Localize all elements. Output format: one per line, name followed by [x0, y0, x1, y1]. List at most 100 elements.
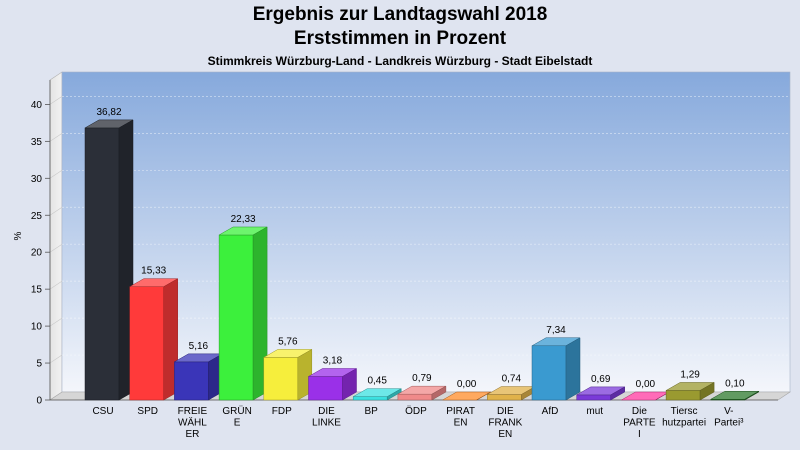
gridline-side: [49, 170, 63, 179]
category-label-line: WÄHL: [178, 417, 207, 429]
bar-4: [262, 349, 313, 401]
gridline-side: [49, 317, 63, 327]
bar-side: [431, 385, 447, 401]
y-tick-label: 30: [31, 174, 43, 185]
y-tick-label: 40: [31, 100, 43, 111]
bar-front: [308, 376, 343, 401]
category-label-line: Partei³: [714, 418, 744, 429]
bar-front: [487, 394, 522, 401]
bar-side: [744, 390, 760, 401]
value-label: 0,45: [367, 376, 387, 387]
bar-front: [352, 396, 388, 401]
chart-side-wall: [49, 71, 63, 401]
value-label: 0,00: [457, 379, 477, 390]
category-label-line: ÖDP: [405, 405, 427, 417]
category-label-line: LINKE: [312, 418, 341, 429]
value-label: 0,79: [412, 373, 432, 384]
category-label-line: hutzpartei: [662, 418, 706, 429]
bar-6: [352, 388, 403, 401]
gridline-side: [49, 243, 63, 253]
bar-3: [218, 226, 269, 401]
bar-9: [486, 386, 537, 401]
category-label-line: I: [638, 429, 641, 440]
gridline-side: [49, 96, 63, 105]
gridline-side: [49, 354, 63, 364]
bar-front: [129, 286, 164, 401]
bar-5: [307, 368, 358, 401]
bar-front: [174, 361, 209, 401]
category-label-line: mut: [586, 406, 603, 417]
category-label: PIRAT EN: [446, 406, 475, 429]
category-label-line: AfD: [542, 406, 559, 417]
category-label-line: FREIE: [178, 406, 208, 417]
bar-front: [263, 357, 299, 401]
category-label-line: V-: [724, 406, 733, 417]
value-label: 0,69: [591, 374, 611, 385]
value-label: 15,33: [141, 266, 166, 277]
y-tick-label: 35: [31, 137, 43, 148]
chart-back-wall: [61, 71, 791, 393]
category-label: AfD: [542, 406, 559, 417]
value-label: 5,16: [189, 341, 209, 352]
category-label-line: CSU: [92, 406, 113, 417]
y-tick-label: 5: [36, 359, 42, 370]
y-tick-label: 0: [36, 396, 42, 407]
bar-front: [531, 345, 567, 401]
category-label-line: Tiersc: [671, 406, 698, 417]
category-label: DIE LINKE: [312, 406, 341, 429]
gridline-side: [49, 280, 63, 290]
category-label: V-Partei³: [714, 406, 744, 429]
chart-title-line1: Ergebnis zur Landtagswahl 2018: [252, 4, 548, 25]
category-label-line: PIRAT: [446, 406, 475, 417]
category-label: DIE FRANK EN: [488, 406, 522, 440]
bar-front: [665, 390, 701, 401]
category-label: Tiersc hutzpartei: [662, 406, 706, 429]
category-label-line: FRANK: [488, 418, 522, 429]
category-label: Die PARTE I: [623, 406, 656, 440]
category-label-line: BP: [365, 406, 379, 417]
value-label: 0,74: [502, 374, 522, 385]
bar-10: [531, 337, 581, 401]
category-label-line: Die: [632, 406, 647, 417]
y-tick-label: 20: [31, 248, 43, 259]
y-tick-label: 25: [31, 211, 43, 222]
category-label-line: SPD: [137, 406, 158, 417]
y-axis-label: %: [13, 231, 24, 240]
y-tick-label: 10: [31, 322, 43, 333]
bar-front: [576, 394, 611, 401]
bar-8: [441, 391, 492, 401]
category-label: FREIE WÄHL ER: [178, 406, 208, 440]
category-label: GRÜN E: [222, 405, 251, 429]
bar-front: [397, 393, 433, 401]
category-label-line: EN: [454, 418, 468, 429]
value-label: 22,33: [231, 214, 256, 225]
bar-front: [84, 127, 120, 401]
category-label-line: FDP: [272, 406, 292, 417]
bar-2: [173, 353, 224, 401]
bar-1: [128, 278, 179, 401]
value-label: 0,00: [636, 379, 656, 390]
category-label-line: PARTE: [623, 418, 656, 429]
category-label-line: E: [234, 418, 241, 429]
bar-side: [565, 337, 581, 401]
bar-11: [575, 386, 626, 401]
bar-side: [610, 386, 625, 401]
gridline-side: [49, 207, 63, 216]
bar-14: [709, 390, 760, 401]
category-label-line: EN: [498, 429, 512, 440]
bar-front: [218, 234, 254, 401]
category-label-line: DIE: [497, 406, 514, 417]
bar-side: [342, 368, 357, 401]
category-label-line: DIE: [318, 406, 335, 417]
bar-7: [396, 385, 447, 401]
bar-side: [476, 391, 491, 401]
chart-title-line2: Erststimmen in Prozent: [293, 28, 507, 49]
value-label: 36,82: [96, 107, 121, 118]
value-label: 7,34: [546, 325, 566, 336]
category-label: FDP: [272, 406, 292, 417]
bar-13: [665, 382, 716, 401]
category-label: CSU: [92, 406, 113, 417]
category-label-line: GRÜN: [222, 405, 251, 417]
bar-side: [699, 382, 715, 401]
